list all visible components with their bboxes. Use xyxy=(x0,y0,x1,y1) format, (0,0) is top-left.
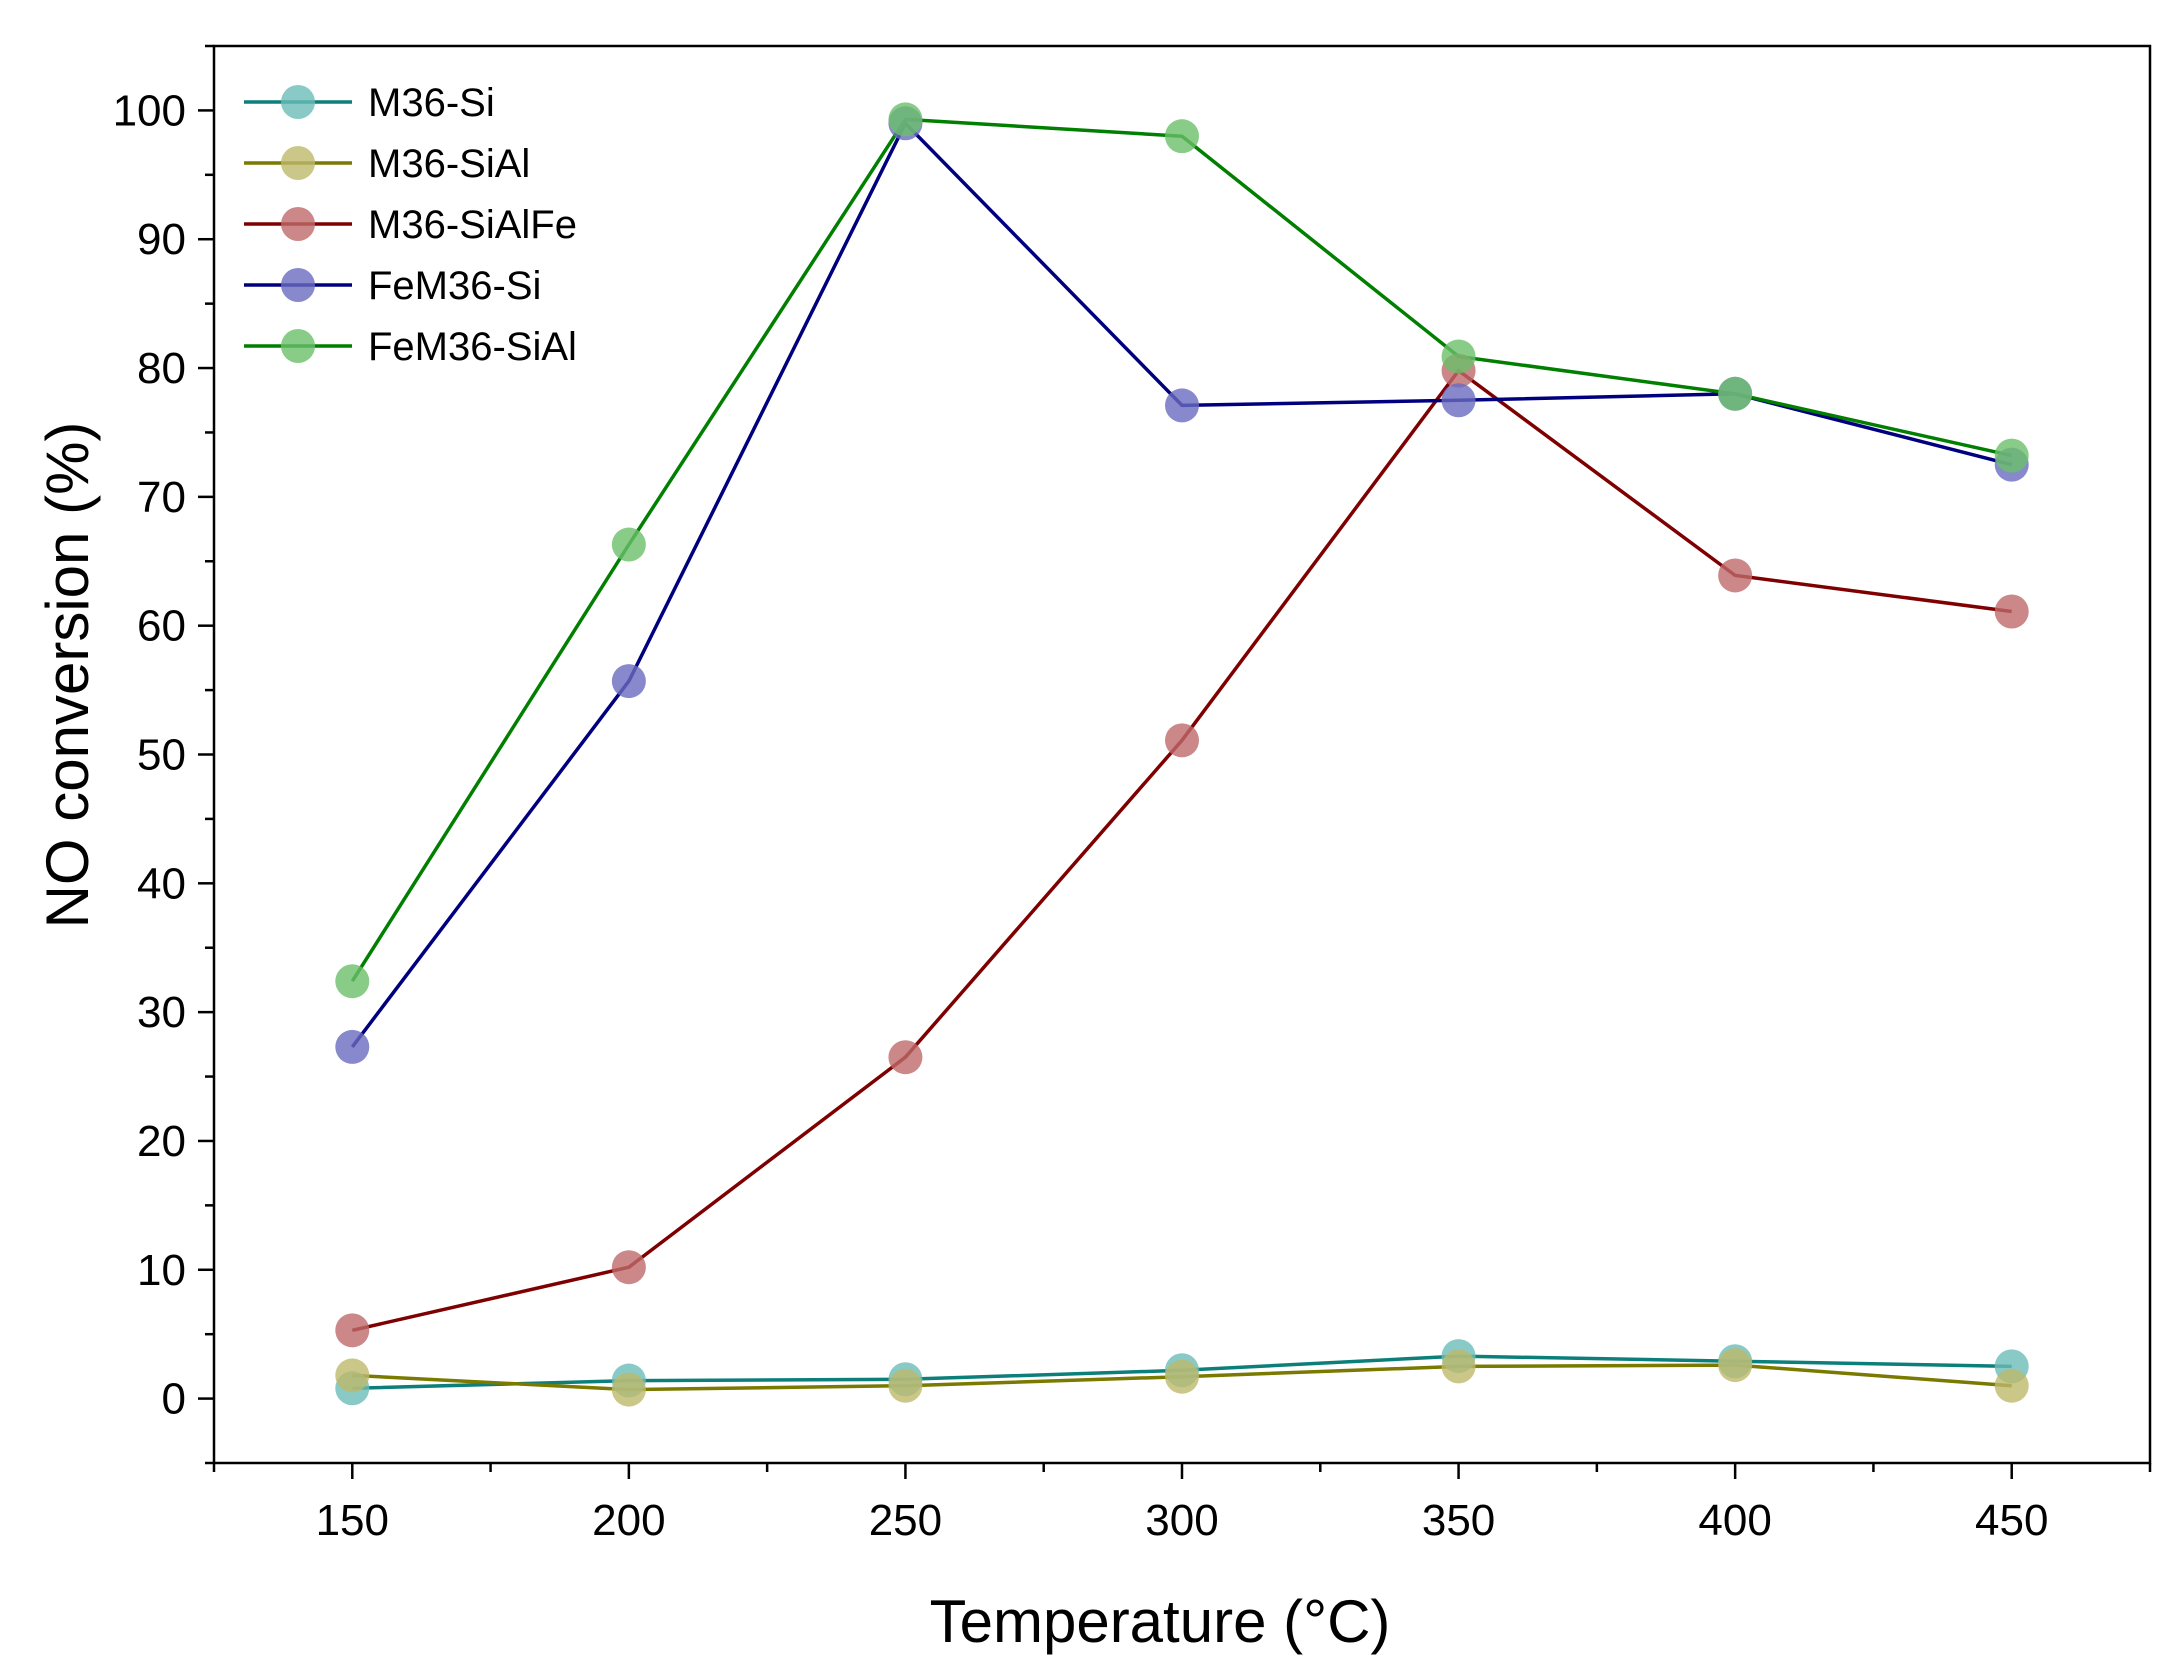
data-point xyxy=(335,1358,370,1393)
y-tick-label: 60 xyxy=(137,602,186,651)
x-tick-label: 300 xyxy=(1145,1496,1218,1545)
x-axis-title: Temperature (°C) xyxy=(930,1588,1391,1655)
data-point xyxy=(888,102,923,137)
legend-marker xyxy=(281,268,315,302)
data-point xyxy=(1165,119,1199,154)
y-tick-label: 40 xyxy=(137,859,186,908)
y-tick-label: 90 xyxy=(137,215,186,264)
data-point xyxy=(335,964,370,999)
x-tick-label: 350 xyxy=(1422,1496,1495,1545)
data-point xyxy=(1718,1348,1753,1383)
legend-marker xyxy=(281,85,315,119)
data-point xyxy=(611,527,646,562)
data-point xyxy=(888,1368,923,1403)
x-tick-label: 200 xyxy=(592,1496,665,1545)
data-point xyxy=(1994,594,2029,629)
data-point xyxy=(335,1029,370,1064)
y-tick-label: 10 xyxy=(137,1246,186,1295)
legend-label: M36-SiAl xyxy=(368,142,530,186)
y-axis-title: NO conversion (%) xyxy=(34,422,101,929)
x-tick-label: 150 xyxy=(316,1496,389,1545)
legend-marker xyxy=(281,207,315,241)
data-point xyxy=(1994,1368,2029,1403)
data-point xyxy=(1718,558,1753,593)
data-point xyxy=(1441,1349,1476,1384)
legend-label: M36-SiAlFe xyxy=(368,203,577,247)
legend: M36-Si M36-SiAl M36-SiAlFe FeM36-Si FeM36-Si… xyxy=(244,81,577,369)
data-point xyxy=(1165,388,1199,423)
data-point xyxy=(1165,723,1199,758)
legend-label: FeM36-Si xyxy=(368,264,541,308)
y-tick-label: 30 xyxy=(137,988,186,1037)
legend-label: M36-Si xyxy=(368,81,495,125)
y-tick-label: 20 xyxy=(137,1117,186,1166)
x-tick-label: 250 xyxy=(869,1496,942,1545)
data-point xyxy=(1441,383,1476,418)
data-point xyxy=(1165,1359,1199,1394)
x-tick-label: 400 xyxy=(1698,1496,1771,1545)
data-point xyxy=(611,664,646,699)
data-point xyxy=(888,1040,923,1075)
legend-label: FeM36-SiAl xyxy=(368,325,577,369)
y-tick-label: 100 xyxy=(113,86,186,135)
y-tick-label: 0 xyxy=(162,1375,186,1424)
data-point xyxy=(335,1313,370,1348)
legend-marker xyxy=(281,329,315,363)
legend-marker xyxy=(281,146,315,180)
data-point xyxy=(1441,339,1476,374)
data-point xyxy=(1718,376,1753,411)
data-point xyxy=(611,1372,646,1407)
y-tick-label: 70 xyxy=(137,473,186,522)
y-tick-label: 50 xyxy=(137,731,186,780)
x-axis: 150 200 250 300 350 400 450 xyxy=(212,1463,2152,1545)
y-axis: 0 10 20 30 40 50 60 70 80 90 100 xyxy=(113,44,214,1465)
series-layer xyxy=(335,102,2029,1407)
data-point xyxy=(1994,438,2029,473)
x-tick-label: 450 xyxy=(1975,1496,2048,1545)
y-tick-label: 80 xyxy=(137,344,186,393)
data-point xyxy=(611,1250,646,1285)
